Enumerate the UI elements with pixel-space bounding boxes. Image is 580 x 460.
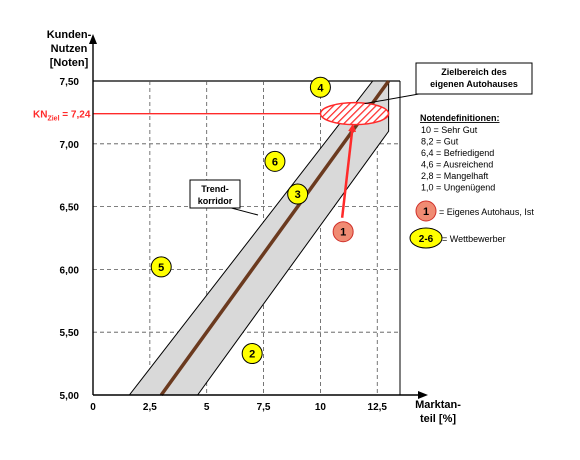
data-point-label: 4 xyxy=(317,82,324,94)
data-point: 6 xyxy=(264,150,286,172)
y-tick-label: 5,50 xyxy=(60,328,80,339)
legend-grade: 10 = Sehr Gut xyxy=(421,125,478,135)
data-point-marker xyxy=(309,76,331,98)
data-point: 3 xyxy=(287,183,309,205)
x-tick-label: 12,5 xyxy=(368,402,388,413)
data-point-label: 2 xyxy=(249,349,255,361)
target-zone-label: eigenen Autohauses xyxy=(430,79,518,89)
data-point: 1 xyxy=(332,221,354,243)
y-tick-label: 7,00 xyxy=(60,140,80,151)
improvement-arrow xyxy=(340,123,357,218)
legend-own-text: = Eigenes Autohaus, Ist xyxy=(439,207,534,217)
legend-title: Notendefinitionen: xyxy=(420,113,500,123)
data-point-marker xyxy=(150,256,172,278)
legend-grade: 2,8 = Mangelhaft xyxy=(421,171,489,181)
x-tick-label: 10 xyxy=(315,402,327,413)
data-point-marker xyxy=(264,150,286,172)
y-tick-label: 5,00 xyxy=(60,391,80,402)
trend-line xyxy=(159,79,391,397)
legend-own-marker xyxy=(415,200,437,222)
y-tick-label: 6,50 xyxy=(60,203,80,214)
corridor-label: Trend- xyxy=(201,184,229,194)
target-line-label: KNZiel = 7,24 xyxy=(33,110,91,123)
target-zone-box xyxy=(415,62,533,95)
y-axis-arrow xyxy=(89,34,97,44)
data-point-marker xyxy=(287,183,309,205)
data-point-label: 6 xyxy=(272,156,278,168)
y-tick-label: 7,50 xyxy=(60,77,80,88)
data-point-label: 3 xyxy=(295,189,301,201)
legend-competitor-text: = Wettbewerber xyxy=(442,234,506,244)
x-axis-arrow xyxy=(418,391,428,399)
legend-grade: 1,0 = Ungenügend xyxy=(421,183,495,193)
x-tick-label: 5 xyxy=(204,402,210,413)
x-tick-label: 0 xyxy=(90,402,96,413)
y-tick-label: 6,00 xyxy=(60,265,80,276)
data-point-marker xyxy=(332,221,354,243)
legend-grade: 6,4 = Befriedigend xyxy=(421,148,494,158)
target-zone-ellipse xyxy=(319,101,390,126)
x-tick-label: 7,5 xyxy=(257,402,271,413)
legend-competitor-marker-label: 2-6 xyxy=(419,234,434,245)
data-point-label: 5 xyxy=(158,262,164,274)
x-axis-title: Marktan- xyxy=(415,399,461,411)
legend-grade: 4,6 = Ausreichend xyxy=(421,160,493,170)
y-axis-title: Kunden- xyxy=(47,29,92,41)
data-point-label: 1 xyxy=(340,227,346,239)
legend-own-marker-label: 1 xyxy=(423,206,429,218)
data-point: 5 xyxy=(150,256,172,278)
legend-competitor-marker xyxy=(409,227,443,249)
corridor-label-box xyxy=(189,179,241,209)
corridor-label: korridor xyxy=(198,196,233,206)
data-point: 2 xyxy=(241,343,263,365)
legend-grade: 8,2 = Gut xyxy=(421,137,459,147)
x-tick-label: 2,5 xyxy=(143,402,157,413)
data-point-marker xyxy=(241,343,263,365)
y-axis-title: Nutzen xyxy=(51,43,88,55)
target-zone-label: Zielbereich des xyxy=(441,67,507,77)
x-axis-title: teil [%] xyxy=(420,413,456,425)
y-axis-title: [Noten] xyxy=(50,57,89,69)
data-point: 4 xyxy=(309,76,331,98)
